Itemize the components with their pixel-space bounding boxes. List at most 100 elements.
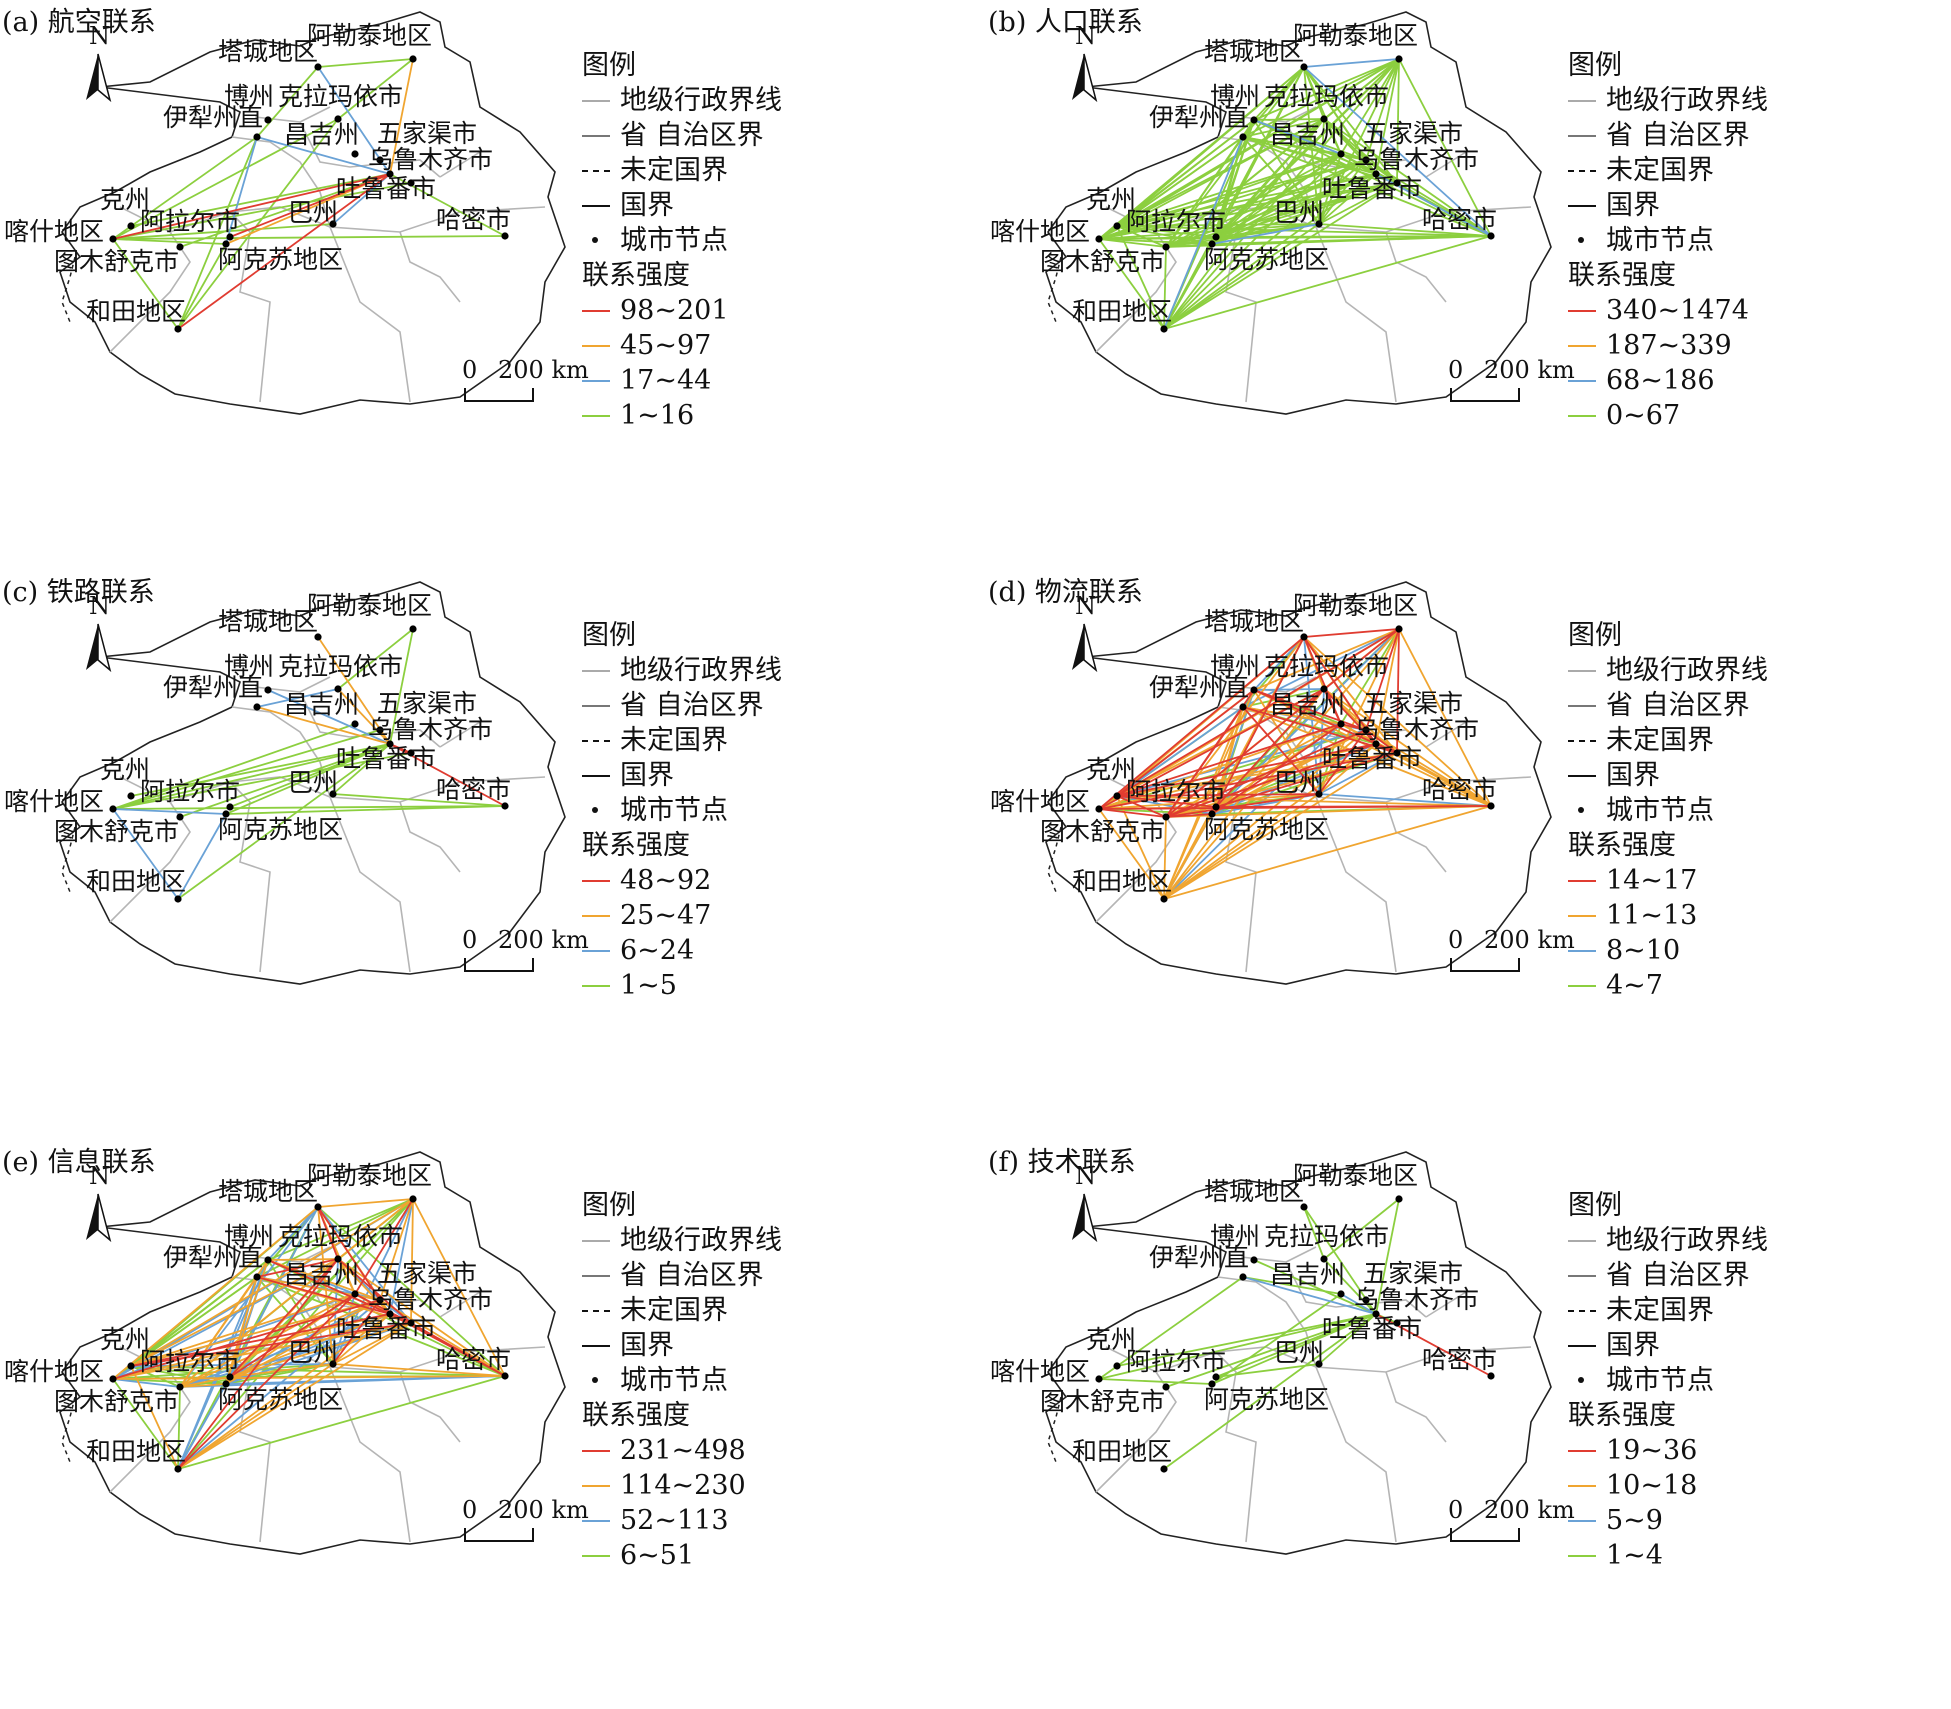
strength-class: 10~18 [1568, 1468, 1768, 1503]
connection-line [179, 1383, 227, 1388]
city-node-urumqi [1372, 1310, 1380, 1318]
city-label-turpan: 吐鲁番市 [336, 744, 436, 773]
legend-item-label: 国界 [1606, 1330, 1660, 1361]
connection-line [1375, 743, 1398, 754]
legend-item-label: 国界 [1606, 760, 1660, 791]
connection-line [1098, 238, 1167, 248]
legend-item: 未定国界 [1568, 723, 1768, 758]
strength-swatch [1568, 310, 1596, 312]
city-label-yili: 伊犁州直 [163, 673, 263, 702]
city-node-turpan [407, 749, 415, 757]
scale-zero: 0 [1448, 356, 1464, 384]
connection-line [1165, 136, 1244, 248]
connection-line [1303, 636, 1377, 745]
city-label-hotan: 和田地区 [1072, 1437, 1172, 1466]
connection-line [317, 66, 391, 175]
map-panel-c: 阿勒泰地区 塔城地区 克拉玛依市 博州 伊犁州直 昌吉州 五家渠市 乌鲁木齐市 吐鲁番市 哈密市 巴… [0, 570, 975, 1139]
strength-title: 联系强度 [1568, 1400, 1676, 1431]
city-label-hami: 哈密市 [436, 205, 511, 234]
city-node-kezhou [127, 1362, 135, 1370]
city-node-changji [1337, 720, 1345, 728]
connection-line [1318, 1313, 1377, 1365]
connection-line [1165, 706, 1244, 818]
connection-line [337, 1258, 412, 1324]
admin-boundary [231, 706, 546, 803]
city-label-bazhou: 巴州 [1274, 1338, 1324, 1367]
strength-swatch [1568, 915, 1596, 917]
legend-item-label: 城市节点 [1606, 225, 1714, 256]
legend-swatch [582, 705, 610, 707]
connection-line [229, 1363, 334, 1378]
admin-boundary [439, 1291, 481, 1318]
connection-line [177, 1375, 506, 1470]
connection-line [130, 1258, 339, 1367]
connection-line [337, 688, 391, 745]
strength-swatch [1568, 880, 1596, 882]
city-label-tumxuk: 图木舒克市 [1040, 247, 1165, 276]
city-label-karamay: 克拉玛依市 [278, 82, 403, 111]
city-label-tumxuk: 图木舒克市 [1040, 1387, 1165, 1416]
connection-line [112, 743, 391, 810]
legend-item-label: 国界 [620, 190, 674, 221]
city-node-kezhou [127, 222, 135, 230]
strength-swatch [1568, 380, 1596, 382]
connection-line [177, 136, 258, 330]
city-node-urumqi [386, 740, 394, 748]
legend-item: 城市节点 [1568, 1363, 1768, 1398]
strength-swatch [1568, 985, 1596, 987]
legend-item-label: 国界 [620, 760, 674, 791]
undetermined-border [61, 826, 76, 893]
city-label-changji: 昌吉州 [284, 690, 359, 719]
connection-line [1165, 235, 1492, 248]
connection-line [1211, 223, 1320, 245]
undetermined-border [61, 256, 76, 323]
connection-line [130, 1313, 391, 1367]
city-label-hotan: 和田地区 [86, 867, 186, 896]
connection-line [1116, 706, 1244, 797]
scale-bar-line [1450, 958, 1520, 972]
city-node-changji [1337, 150, 1345, 158]
city-node-aksu [222, 810, 230, 818]
connection-line [1165, 236, 1217, 248]
legend-swatch [582, 170, 610, 172]
panel-title: (d) 物流联系 [988, 577, 1143, 608]
connection-line [1253, 1259, 1377, 1315]
city-node-hotan [174, 895, 182, 903]
city-node-changji [351, 720, 359, 728]
connection-line [1396, 752, 1492, 807]
strength-swatch [1568, 1520, 1596, 1522]
connection-line [112, 752, 412, 810]
city-node-changji [351, 150, 359, 158]
legend-item-label: 地级行政界线 [1606, 655, 1768, 686]
legend-swatch [1568, 1275, 1596, 1277]
admin-boundary [329, 226, 411, 403]
scale-bar: 0 200 km [1448, 356, 1578, 404]
connection-line [179, 743, 391, 818]
legend-item-label: 未定国界 [620, 725, 728, 756]
map-panel-b: 阿勒泰地区 塔城地区 克拉玛依市 博州 伊犁州直 昌吉州 五家渠市 乌鲁木齐市 吐鲁番市 哈密市 巴… [986, 0, 1951, 569]
connection-line [1242, 1276, 1342, 1295]
legend-swatch [582, 1240, 610, 1242]
connection-line [1253, 119, 1342, 155]
legend-item: 国界 [1568, 188, 1768, 223]
north-label: N [89, 22, 110, 50]
connection-line [1375, 1198, 1400, 1315]
connection-line [332, 173, 391, 225]
city-node-bozhou [264, 116, 272, 124]
connection-line [1253, 689, 1367, 731]
legend-item: 省 自治区界 [582, 118, 782, 153]
legend: 图例 地级行政界线省 自治区界 未定国界 国界 城市节点 联系强度 14~17 11~13 8~… [1568, 618, 1768, 1003]
legend-item: 地级行政界线 [1568, 1223, 1768, 1258]
legend-item: 城市节点 [582, 223, 782, 258]
connection-line [1098, 808, 1167, 818]
city-node-wujiaqu [1362, 156, 1370, 164]
legend-item-label: 地级行政界线 [620, 1225, 782, 1256]
connection-line [332, 743, 391, 795]
connection-line [1242, 706, 1492, 807]
strength-class-label: 48~92 [620, 865, 712, 896]
city-node-aksu [1208, 240, 1216, 248]
city-node-kashgar [1095, 235, 1103, 243]
panel-title: (b) 人口联系 [988, 7, 1143, 38]
connection-line [1211, 1313, 1377, 1385]
connection-line [1242, 628, 1400, 708]
